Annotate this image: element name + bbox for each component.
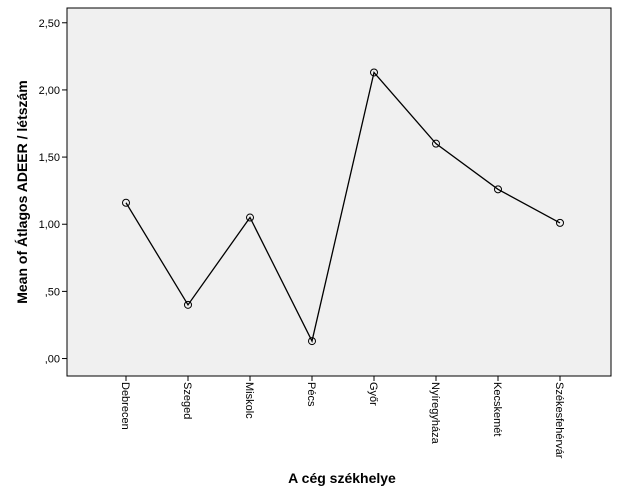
y-tick-label: 1,00: [39, 219, 60, 231]
marker: [184, 300, 192, 309]
marker: [370, 68, 378, 77]
x-tick-label: Pécs: [305, 382, 317, 407]
y-axis-title: Mean of Átlagos ADEER / létszám: [14, 80, 30, 304]
x-axis-title: A cég székhelye: [288, 470, 396, 486]
y-tick-label: ,50: [45, 286, 60, 298]
x-tick-label: Miskolc: [243, 382, 255, 419]
x-tick-label: Székesfehérvár: [553, 382, 565, 459]
x-tick-label: Nyíregyháza: [429, 382, 441, 445]
y-tick-label: 2,50: [39, 18, 60, 30]
marker: [494, 185, 502, 194]
marker: [556, 218, 564, 227]
x-tick-label: Kecskemét: [491, 382, 503, 436]
y-tick-label: ,00: [45, 354, 60, 366]
plot-area: [66, 7, 612, 377]
line: [125, 71, 561, 343]
marker: [432, 139, 440, 148]
y-tick-label: 1,50: [39, 152, 60, 164]
y-tick-label: 2,00: [39, 85, 60, 97]
marker: [122, 198, 130, 207]
x-tick-label: Győr: [367, 382, 379, 406]
x-tick-label: Debrecen: [119, 382, 131, 430]
x-tick-label: Szeged: [181, 382, 193, 419]
marker: [308, 337, 316, 346]
marker: [246, 213, 254, 222]
